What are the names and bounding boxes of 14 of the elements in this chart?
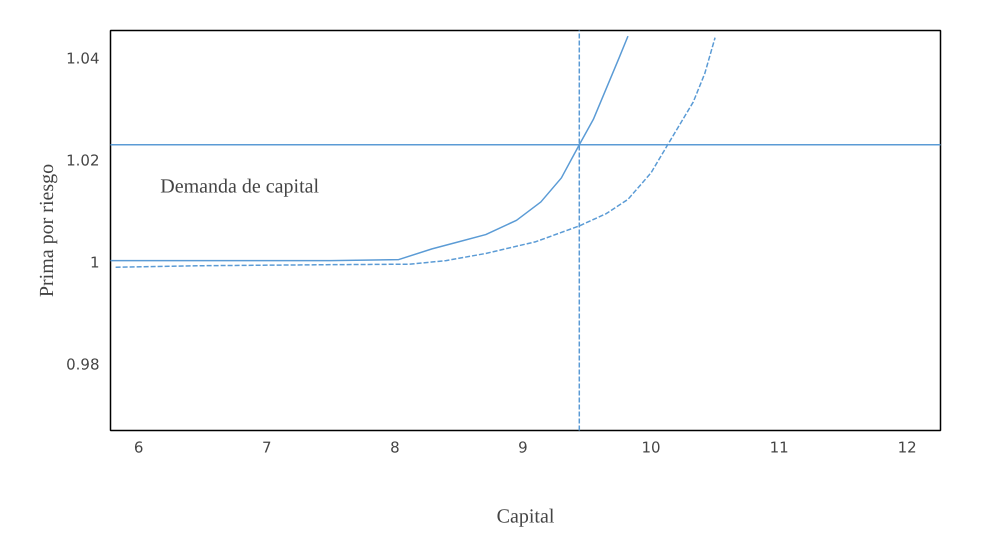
x-tick-label: 11 bbox=[770, 438, 789, 456]
y-tick-label: 1.04 bbox=[66, 50, 100, 68]
y-tick-label: 1.02 bbox=[66, 152, 100, 170]
y-axis-title: Prima por riesgo bbox=[36, 164, 58, 298]
x-tick-label: 7 bbox=[262, 438, 272, 456]
annotation: Demanda de capital bbox=[160, 176, 320, 198]
x-axis-title: Capital bbox=[496, 506, 555, 528]
x-tick-label: 9 bbox=[518, 438, 528, 456]
x-tick-label: 10 bbox=[641, 438, 661, 456]
x-tick-label: 6 bbox=[134, 438, 144, 456]
y-tick-label: 0.98 bbox=[66, 356, 100, 374]
y-tick-label: 1 bbox=[90, 254, 100, 272]
x-tick-label: 8 bbox=[390, 438, 400, 456]
x-tick-label: 12 bbox=[898, 438, 917, 456]
